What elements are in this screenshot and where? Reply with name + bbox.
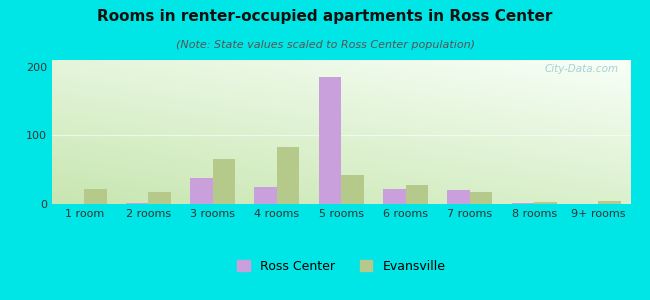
Bar [148,192,171,204]
Bar [126,202,148,204]
Bar [277,147,300,204]
Bar [470,192,492,204]
Bar [318,77,341,204]
Bar [512,202,534,204]
Text: City-Data.com: City-Data.com [545,64,619,74]
Bar [255,187,277,204]
Bar [213,159,235,204]
Bar [190,178,213,204]
Bar [383,189,406,204]
Text: Rooms in renter-occupied apartments in Ross Center: Rooms in renter-occupied apartments in R… [98,9,552,24]
Bar [406,185,428,204]
Bar [447,190,470,204]
Legend: Ross Center, Evansville: Ross Center, Evansville [237,260,445,273]
Bar [341,175,364,204]
Bar [534,202,556,204]
Bar [599,201,621,204]
Bar [84,189,107,204]
Text: (Note: State values scaled to Ross Center population): (Note: State values scaled to Ross Cente… [176,40,474,50]
